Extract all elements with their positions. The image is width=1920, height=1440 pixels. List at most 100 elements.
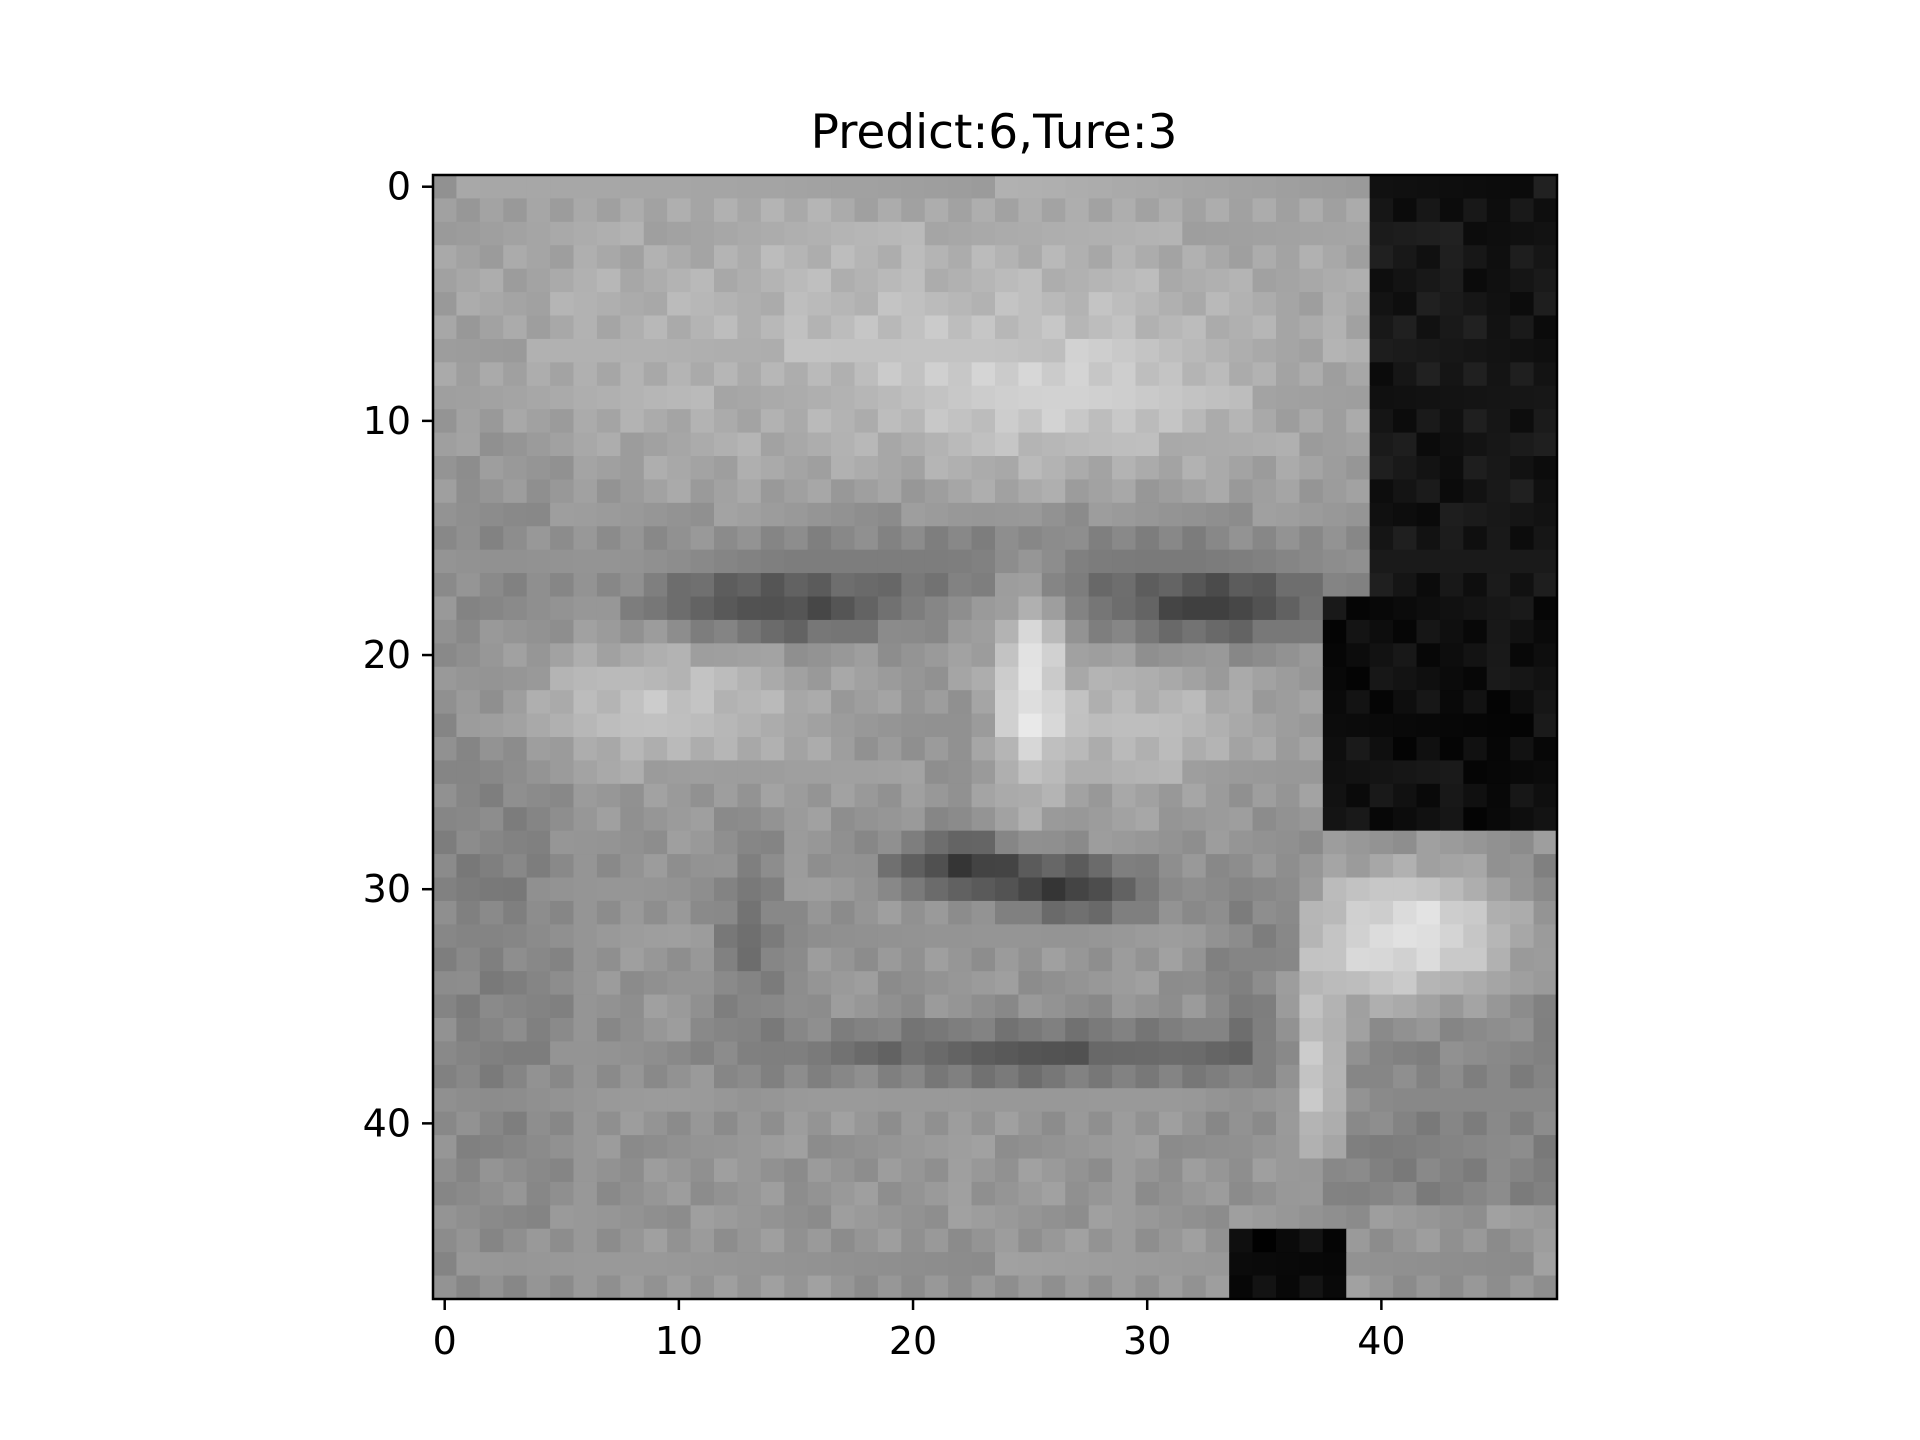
image-pixel bbox=[995, 526, 1020, 551]
image-pixel bbox=[1182, 690, 1207, 715]
image-pixel bbox=[1463, 221, 1488, 246]
image-pixel bbox=[1276, 1205, 1301, 1230]
image-pixel bbox=[1369, 292, 1394, 317]
image-pixel bbox=[948, 432, 973, 457]
image-pixel bbox=[1533, 947, 1558, 972]
image-pixel bbox=[1322, 1088, 1347, 1113]
image-pixel bbox=[854, 807, 879, 832]
image-pixel bbox=[573, 619, 598, 644]
image-pixel bbox=[1276, 947, 1301, 972]
image-pixel bbox=[573, 760, 598, 785]
image-pixel bbox=[807, 1158, 832, 1183]
image-pixel bbox=[924, 338, 949, 363]
image-pixel bbox=[1299, 338, 1324, 363]
image-pixel bbox=[784, 315, 809, 340]
image-pixel bbox=[1158, 362, 1183, 387]
image-pixel bbox=[1088, 1018, 1113, 1043]
image-pixel bbox=[526, 900, 551, 925]
image-pixel bbox=[1041, 830, 1066, 855]
image-pixel bbox=[1439, 1181, 1464, 1206]
image-pixel bbox=[1533, 737, 1558, 762]
image-pixel bbox=[1135, 924, 1160, 949]
image-pixel bbox=[1088, 1252, 1113, 1277]
image-pixel bbox=[550, 175, 575, 200]
image-pixel bbox=[807, 245, 832, 270]
image-pixel bbox=[1416, 690, 1441, 715]
image-pixel bbox=[1322, 479, 1347, 504]
image-pixel bbox=[1393, 268, 1418, 293]
image-pixel bbox=[1252, 1252, 1277, 1277]
image-pixel bbox=[737, 1088, 762, 1113]
image-pixel bbox=[620, 456, 645, 481]
image-pixel bbox=[1252, 456, 1277, 481]
image-pixel bbox=[1346, 666, 1371, 691]
image-pixel bbox=[807, 1275, 832, 1300]
image-pixel bbox=[948, 479, 973, 504]
image-pixel bbox=[550, 1041, 575, 1066]
image-pixel bbox=[901, 526, 926, 551]
image-pixel bbox=[737, 268, 762, 293]
image-pixel bbox=[971, 1275, 996, 1300]
image-pixel bbox=[433, 221, 458, 246]
image-pixel bbox=[1041, 432, 1066, 457]
image-pixel bbox=[1439, 315, 1464, 340]
image-pixel bbox=[573, 737, 598, 762]
image-pixel bbox=[784, 175, 809, 200]
image-pixel bbox=[690, 760, 715, 785]
image-pixel bbox=[831, 385, 856, 410]
image-pixel bbox=[1205, 971, 1230, 996]
image-pixel bbox=[831, 292, 856, 317]
image-pixel bbox=[948, 1275, 973, 1300]
image-pixel bbox=[1533, 479, 1558, 504]
image-pixel bbox=[503, 783, 528, 808]
image-pixel bbox=[1205, 1252, 1230, 1277]
image-pixel bbox=[1486, 1018, 1511, 1043]
image-pixel bbox=[1510, 1228, 1535, 1253]
image-pixel bbox=[854, 666, 879, 691]
image-pixel bbox=[807, 198, 832, 223]
image-pixel bbox=[877, 479, 902, 504]
image-pixel bbox=[456, 1111, 481, 1136]
image-pixel bbox=[456, 292, 481, 317]
image-pixel bbox=[1276, 877, 1301, 902]
image-pixel bbox=[714, 338, 739, 363]
image-pixel bbox=[479, 362, 504, 387]
image-pixel bbox=[1229, 854, 1254, 879]
image-pixel bbox=[1299, 643, 1324, 668]
image-pixel bbox=[1463, 877, 1488, 902]
image-pixel bbox=[433, 292, 458, 317]
image-pixel bbox=[667, 854, 692, 879]
image-pixel bbox=[1393, 713, 1418, 738]
image-pixel bbox=[1135, 713, 1160, 738]
image-pixel bbox=[1182, 596, 1207, 621]
image-pixel bbox=[620, 1158, 645, 1183]
image-pixel bbox=[1369, 502, 1394, 527]
image-pixel bbox=[995, 760, 1020, 785]
image-pixel bbox=[1252, 1041, 1277, 1066]
image-pixel bbox=[456, 994, 481, 1019]
image-pixel bbox=[479, 854, 504, 879]
image-pixel bbox=[924, 362, 949, 387]
image-pixel bbox=[1229, 175, 1254, 200]
image-pixel bbox=[760, 1088, 785, 1113]
image-pixel bbox=[1299, 1135, 1324, 1160]
image-pixel bbox=[1486, 292, 1511, 317]
image-pixel bbox=[831, 1158, 856, 1183]
image-pixel bbox=[1065, 877, 1090, 902]
image-pixel bbox=[1205, 1205, 1230, 1230]
image-pixel bbox=[1346, 1228, 1371, 1253]
image-pixel bbox=[1276, 385, 1301, 410]
image-pixel bbox=[784, 292, 809, 317]
image-pixel bbox=[1041, 409, 1066, 434]
image-pixel bbox=[1158, 221, 1183, 246]
image-pixel bbox=[877, 1181, 902, 1206]
image-pixel bbox=[995, 713, 1020, 738]
image-pixel bbox=[503, 830, 528, 855]
image-pixel bbox=[1299, 877, 1324, 902]
image-pixel bbox=[596, 456, 621, 481]
image-pixel bbox=[643, 900, 668, 925]
image-pixel bbox=[831, 924, 856, 949]
image-pixel bbox=[1346, 643, 1371, 668]
image-pixel bbox=[1182, 221, 1207, 246]
image-pixel bbox=[667, 479, 692, 504]
